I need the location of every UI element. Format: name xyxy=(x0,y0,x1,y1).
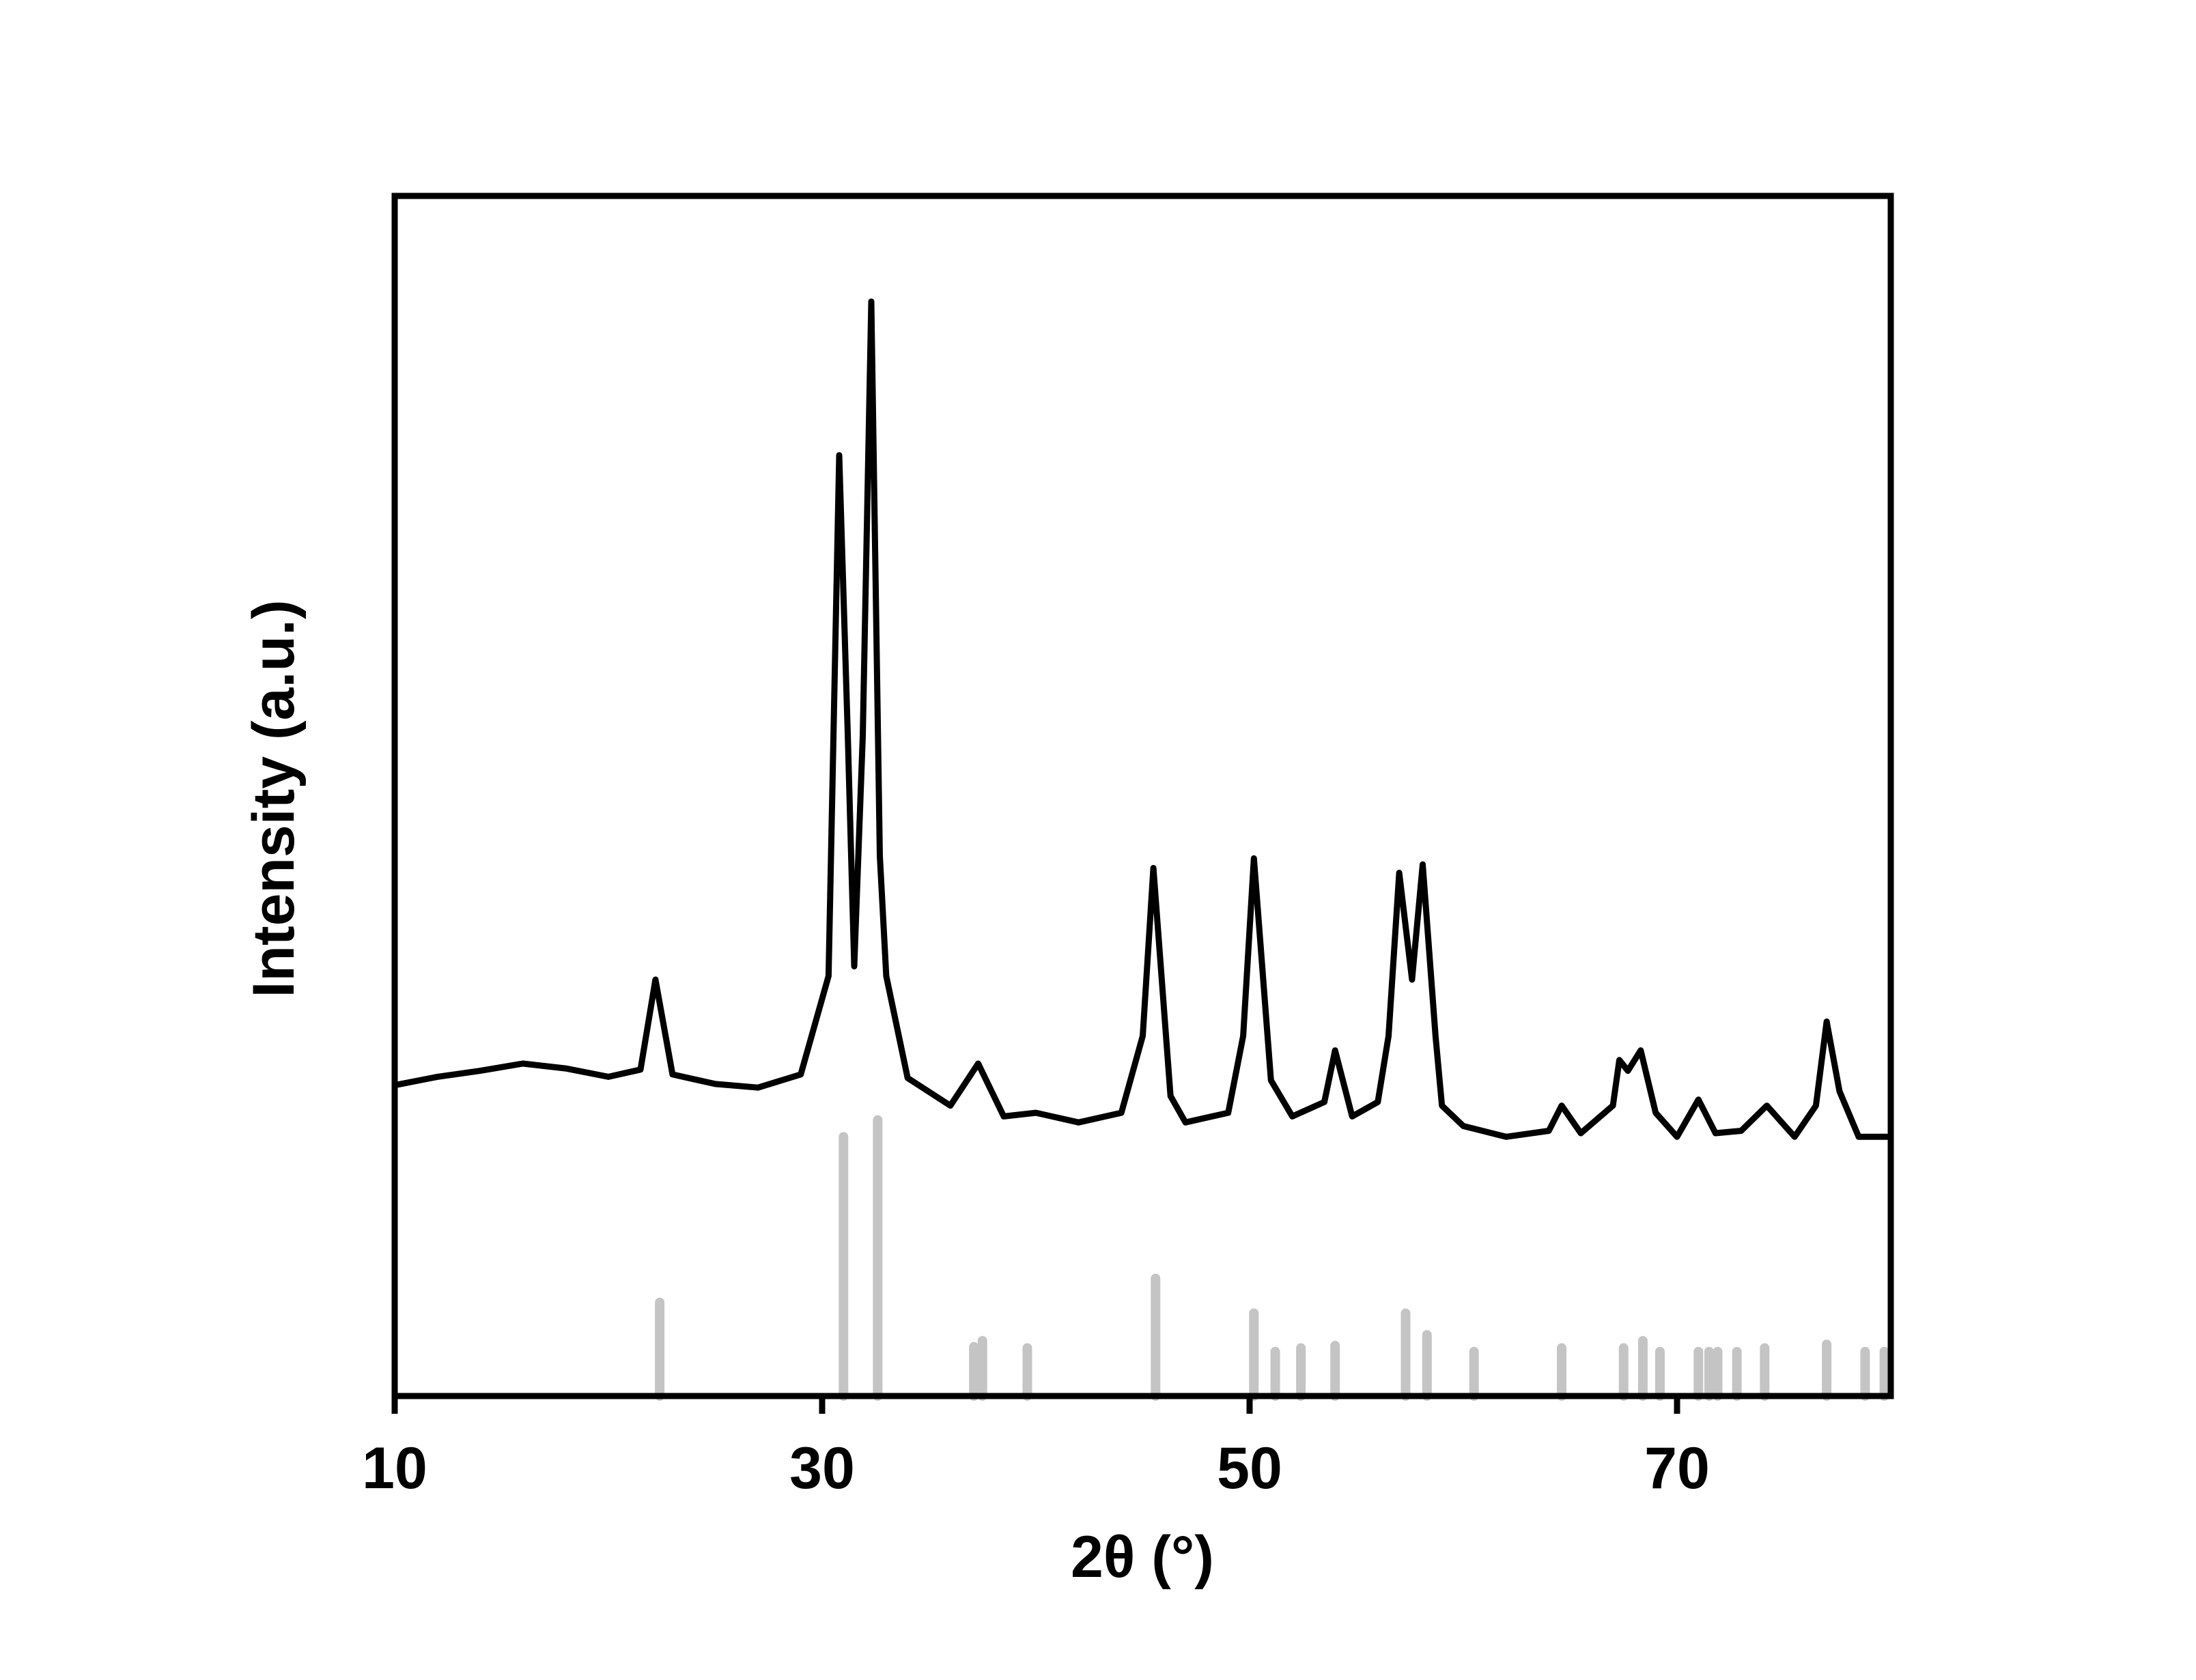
x-tick-label: 70 xyxy=(1644,1436,1710,1501)
x-tick-label: 10 xyxy=(362,1436,427,1501)
x-tick-label: 30 xyxy=(789,1436,855,1501)
x-tick-label: 50 xyxy=(1217,1436,1282,1501)
plot-frame xyxy=(391,193,1894,1399)
xrd-pattern xyxy=(394,298,1891,1140)
x-axis-label: 2θ (°) xyxy=(1071,1524,1214,1590)
y-axis-label: Intensity (a.u.) xyxy=(241,600,307,998)
